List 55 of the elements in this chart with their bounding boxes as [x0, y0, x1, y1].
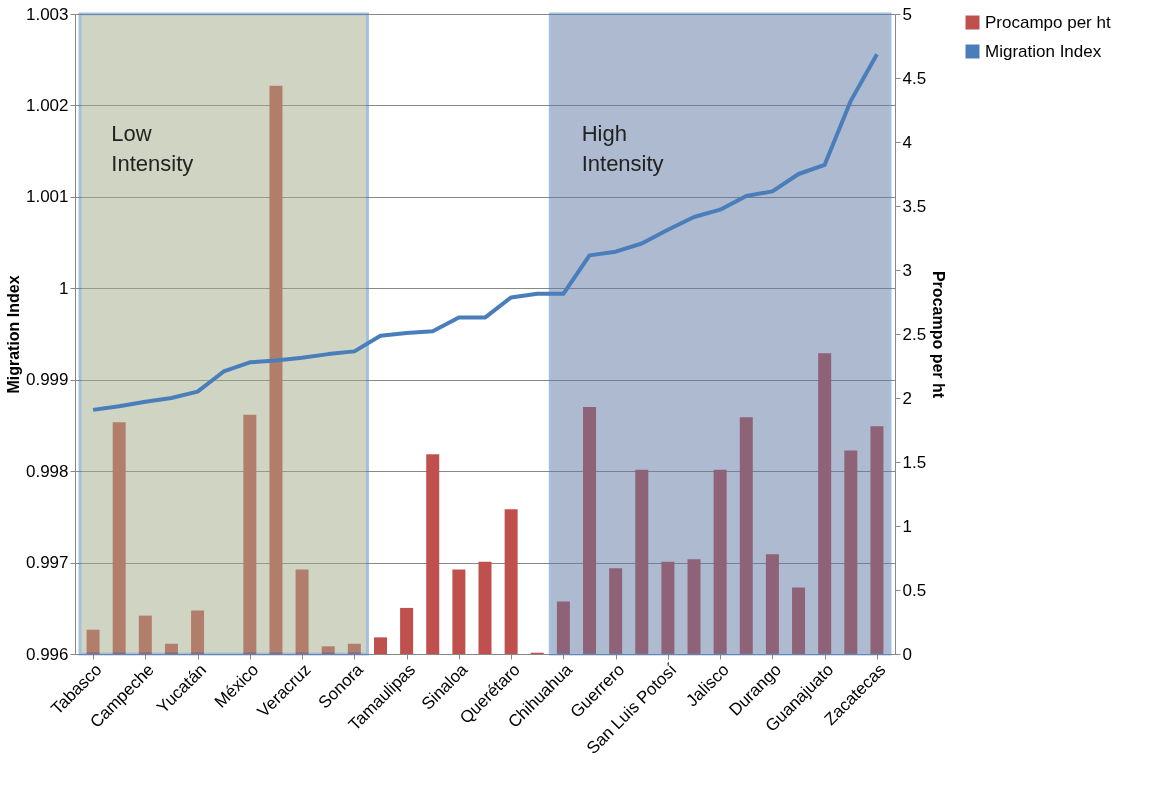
bar	[321, 646, 335, 654]
bar	[86, 629, 100, 654]
y-tick-label: 0.999	[25, 370, 69, 390]
bar	[661, 561, 675, 654]
y-tick-label: 0.997	[25, 553, 69, 573]
band-label: Low Intensity	[111, 121, 194, 176]
y-tick-label: 1.002	[25, 95, 69, 115]
bar	[347, 643, 361, 654]
bar	[373, 637, 387, 654]
bar	[138, 615, 152, 654]
y-tick-label: 1.003	[25, 4, 69, 24]
y-tick-label: 1	[59, 278, 69, 298]
y-tick-label: 1.001	[25, 187, 69, 207]
bar	[844, 450, 858, 654]
bar	[818, 353, 832, 654]
y2-tick-label: 0.5	[902, 580, 927, 600]
legend-label: Migration Index	[985, 41, 1102, 61]
bar	[583, 406, 597, 654]
bar	[687, 559, 701, 654]
y-axis-title: Migration Index	[4, 275, 22, 394]
y2-tick-label: 4.5	[902, 68, 927, 88]
y2-axis-title: Procampo per ht	[930, 270, 948, 399]
y2-tick-label: 2	[902, 388, 912, 408]
bar	[295, 569, 309, 654]
y2-tick-label: 4	[902, 132, 912, 152]
y2-tick-label: 3	[902, 260, 912, 280]
band-label: High Intensity	[581, 121, 664, 176]
bar	[713, 469, 727, 654]
bar	[400, 607, 414, 654]
bar	[478, 561, 492, 654]
bar	[870, 426, 884, 654]
y-tick-label: 0.996	[25, 644, 69, 664]
y-tick-label: 0.998	[25, 461, 69, 481]
bar	[635, 469, 649, 654]
bar	[556, 601, 570, 654]
bar	[191, 610, 205, 654]
y2-tick-label: 1	[902, 516, 912, 536]
y2-tick-label: 5	[902, 4, 912, 24]
bar	[765, 554, 779, 654]
bar	[112, 422, 126, 654]
bar	[269, 85, 283, 654]
bar	[739, 417, 753, 654]
bar	[792, 587, 806, 654]
bar	[426, 454, 440, 654]
y2-tick-label: 3.5	[902, 196, 927, 216]
y2-tick-label: 2.5	[902, 324, 927, 344]
legend-label: Procampo per ht	[985, 12, 1111, 32]
line-series	[91, 52, 879, 412]
y2-tick-label: 1.5	[902, 452, 927, 472]
bar	[452, 569, 466, 654]
bar	[243, 414, 257, 654]
bar	[164, 643, 178, 654]
y2-tick-label: 0	[902, 644, 912, 664]
bar	[609, 568, 623, 654]
bar	[504, 509, 518, 654]
